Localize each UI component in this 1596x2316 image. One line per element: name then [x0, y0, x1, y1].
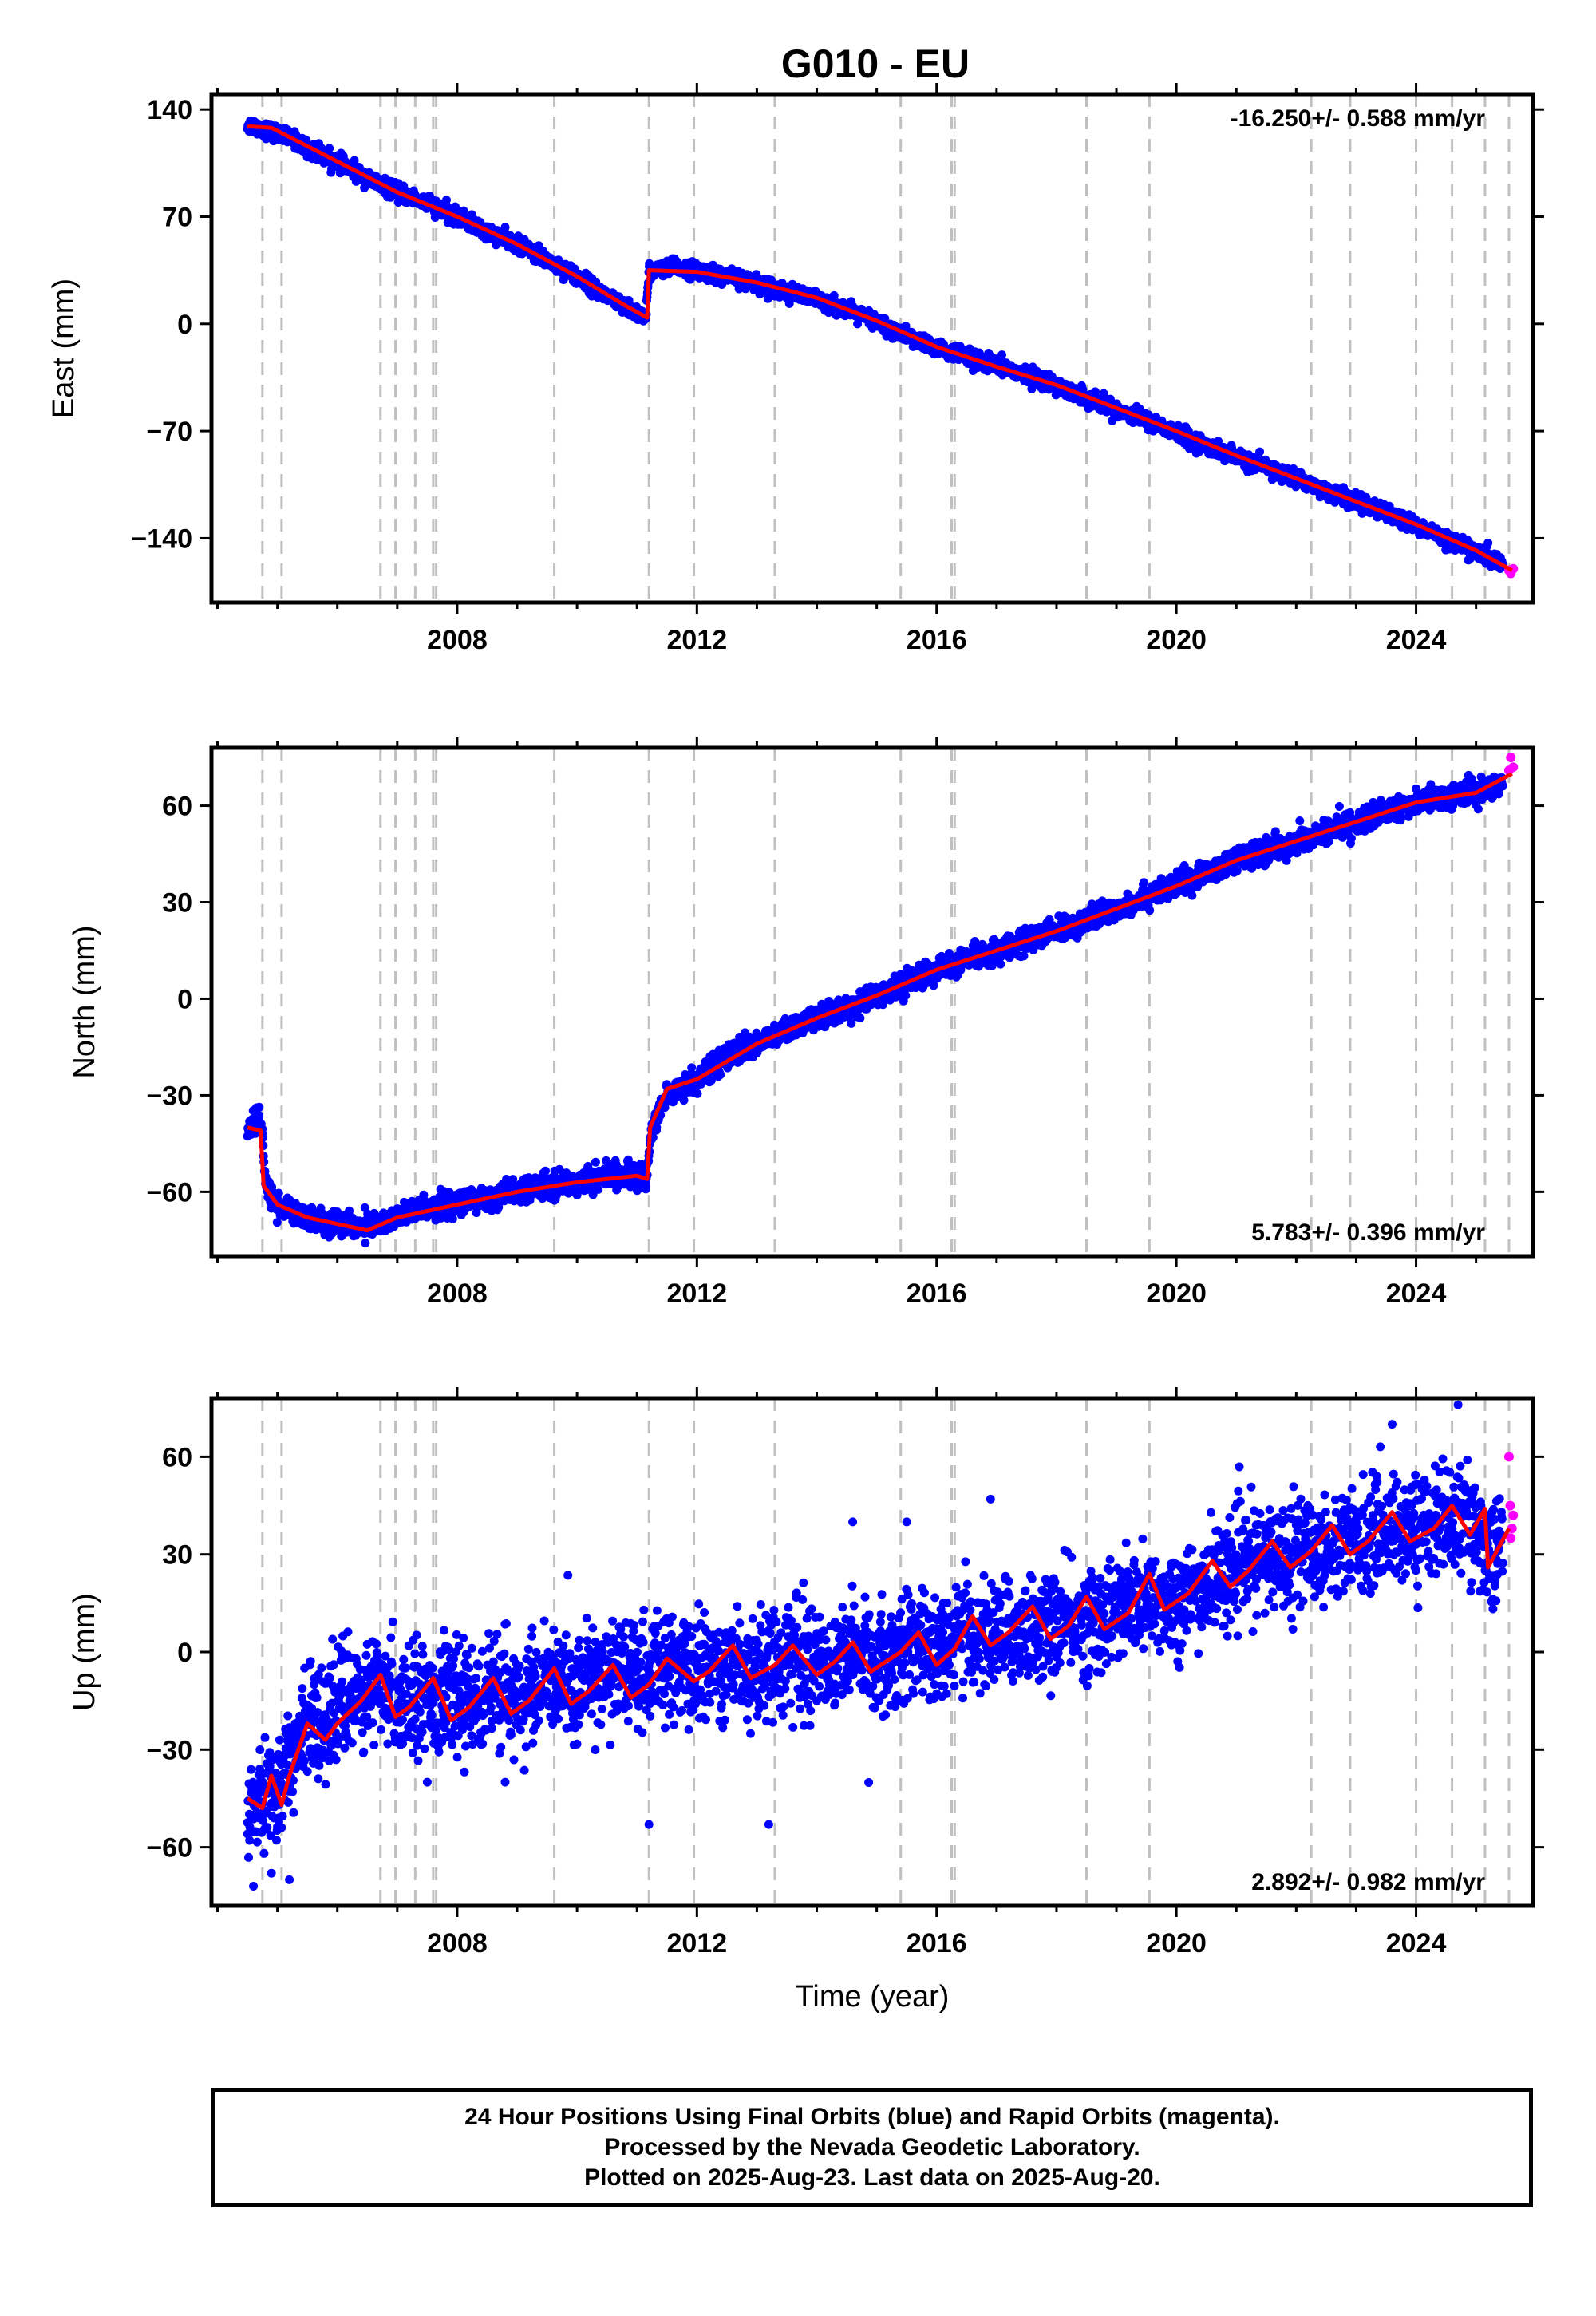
up-x-tick-label: 2008 [427, 1928, 488, 1958]
up-x-tick-label: 2024 [1386, 1928, 1447, 1958]
north-x-tick-label: 2016 [907, 1279, 967, 1309]
east-y-tick-label: 140 [147, 95, 192, 125]
north-rate-label: 5.783+/- 0.396 mm/yr [1251, 1219, 1485, 1246]
north-y-tick-label: 0 [177, 984, 192, 1014]
up-x-tick-label: 2020 [1146, 1928, 1207, 1958]
east-plot-area [243, 94, 1519, 603]
east-x-tick-label: 2016 [907, 625, 967, 655]
north-model-line [247, 772, 1513, 1233]
up-rapid-orbit-point [1508, 1510, 1519, 1520]
caption-line-2: Processed by the Nevada Geodetic Laborat… [604, 2134, 1140, 2160]
east-rate-label: -16.250+/- 0.588 mm/yr [1231, 105, 1486, 132]
up-model-line [246, 1504, 1511, 1811]
east-panel: 2008 2012 2016 2020 2024 140 70 0 −70 −140 East (m… [47, 83, 1544, 655]
up-final-orbit-points [243, 1400, 1507, 1891]
up-rapid-orbit-point [1505, 1500, 1515, 1511]
north-x-tick-label: 2020 [1146, 1279, 1207, 1309]
north-y-tick-label: −60 [146, 1177, 192, 1207]
north-y-axis-label: North (mm) [68, 925, 101, 1078]
up-plot-area [243, 1398, 1519, 1906]
east-y-tick-label: 70 [162, 202, 192, 232]
north-rapid-orbit-point [1506, 753, 1516, 763]
up-y-tick-label: −60 [146, 1833, 192, 1863]
up-y-tick-label: 0 [177, 1638, 192, 1668]
up-rapid-orbit-point [1506, 1533, 1516, 1543]
up-rate-label: 2.892+/- 0.982 mm/yr [1251, 1869, 1485, 1895]
up-panel: 2008 2012 2016 2020 2024 60 30 0 −30 −60 Up (mm) Ti… [68, 1387, 1544, 2014]
east-y-tick-label: 0 [177, 310, 192, 340]
north-frame [209, 745, 1535, 1259]
north-y-tick-label: 60 [162, 792, 192, 822]
north-x-tick-label: 2012 [667, 1279, 728, 1309]
caption-line-3: Plotted on 2025-Aug-23. Last data on 202… [584, 2164, 1160, 2191]
up-rapid-orbit-point [1503, 1452, 1514, 1462]
north-x-tick-label: 2008 [427, 1279, 488, 1309]
east-model-line [247, 124, 1513, 572]
north-x-tick-label: 2024 [1386, 1279, 1447, 1309]
up-y-tick-label: 60 [162, 1442, 192, 1472]
east-frame [209, 92, 1535, 605]
east-x-tick-label: 2020 [1146, 625, 1207, 655]
up-x-axis-label: Time (year) [796, 1980, 950, 2014]
up-y-tick-label: 30 [162, 1540, 192, 1571]
north-y-tick-label: 30 [162, 888, 192, 919]
chart-title: G010 - EU [781, 41, 970, 86]
north-panel: 2008 2012 2016 2020 2024 60 30 0 −30 −60 North (mm… [68, 737, 1544, 1309]
east-x-tick-label: 2008 [427, 625, 488, 655]
east-y-tick-label: −140 [131, 524, 192, 554]
north-y-tick-label: −30 [146, 1081, 192, 1111]
up-x-tick-label: 2012 [667, 1928, 728, 1958]
up-y-axis-label: Up (mm) [68, 1593, 101, 1711]
east-y-tick-label: −70 [146, 417, 192, 447]
up-x-tick-label: 2016 [907, 1928, 967, 1958]
caption-line-1: 24 Hour Positions Using Final Orbits (bl… [464, 2104, 1280, 2130]
east-x-tick-label: 2012 [667, 625, 728, 655]
up-y-tick-label: −30 [146, 1735, 192, 1765]
north-rapid-orbit-point [1508, 762, 1519, 773]
east-x-tick-label: 2024 [1386, 625, 1447, 655]
east-y-axis-label: East (mm) [47, 279, 81, 418]
north-plot-area [243, 748, 1519, 1256]
caption-box: 24 Hour Positions Using Final Orbits (bl… [211, 2088, 1533, 2207]
